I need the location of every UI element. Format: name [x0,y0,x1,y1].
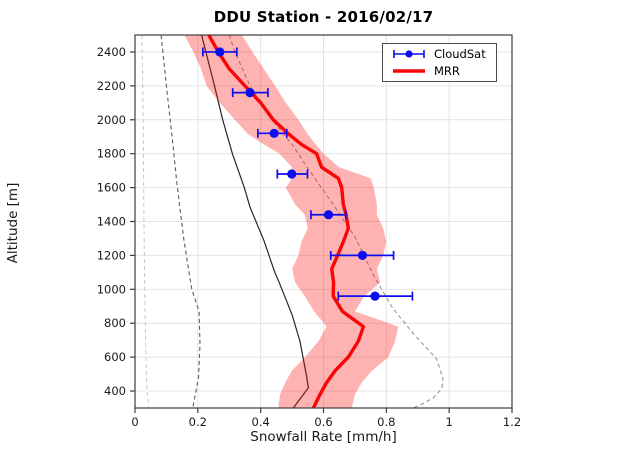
legend-label-cloudsat: CloudSat [434,47,486,61]
y-tick-label: 800 [104,316,126,330]
x-axis-label: Snowfall Rate [mm/h] [250,429,397,445]
y-tick-label: 1600 [97,181,126,195]
cloudsat-errorbar-icon [393,50,425,58]
y-tick-label: 600 [104,350,126,364]
legend-item-cloudsat: CloudSat [391,47,496,62]
cloudsat-data-point [357,250,368,261]
x-tick-label: 0.2 [189,415,207,429]
chart-title: DDU Station - 2016/02/17 [213,8,434,26]
y-tick-label: 1800 [97,147,126,161]
cloudsat-data-point [323,210,334,220]
y-tick-label: 400 [104,384,126,398]
y-axis-label: Altitude [m] [5,182,21,264]
y-tick-label: 1000 [97,282,126,296]
y-tick-label: 2000 [97,113,126,127]
series-aux-dashed-left-light [141,34,150,409]
y-tick-label: 1400 [97,215,126,229]
mrr-line-icon [393,69,425,73]
cloudsat-data-point [287,169,297,179]
x-tick-label: 0 [131,415,138,429]
cloudsat-data-point [215,47,225,57]
cloudsat-data-point [370,291,380,301]
legend-box: CloudSat MRR [382,43,497,82]
series-aux-dashed-left-dark [160,34,201,409]
x-tick-label: 0.8 [377,415,395,429]
series-aux-solid-black [201,34,309,409]
x-tick-label: 1 [446,415,453,429]
x-tick-label: 1.2 [503,415,521,429]
x-tick-label: 0.4 [252,415,270,429]
y-tick-label: 1200 [97,248,126,262]
legend-item-mrr: MRR [391,64,496,79]
y-tick-label: 2200 [97,79,126,93]
y-tick-label: 2400 [97,45,126,59]
series-MRR [207,34,366,409]
series-aux-dashed-right [228,34,444,409]
legend-label-mrr: MRR [434,64,460,78]
cloudsat-data-point [245,88,255,98]
cloudsat-data-point [269,128,279,138]
x-tick-label: 0.6 [314,415,332,429]
